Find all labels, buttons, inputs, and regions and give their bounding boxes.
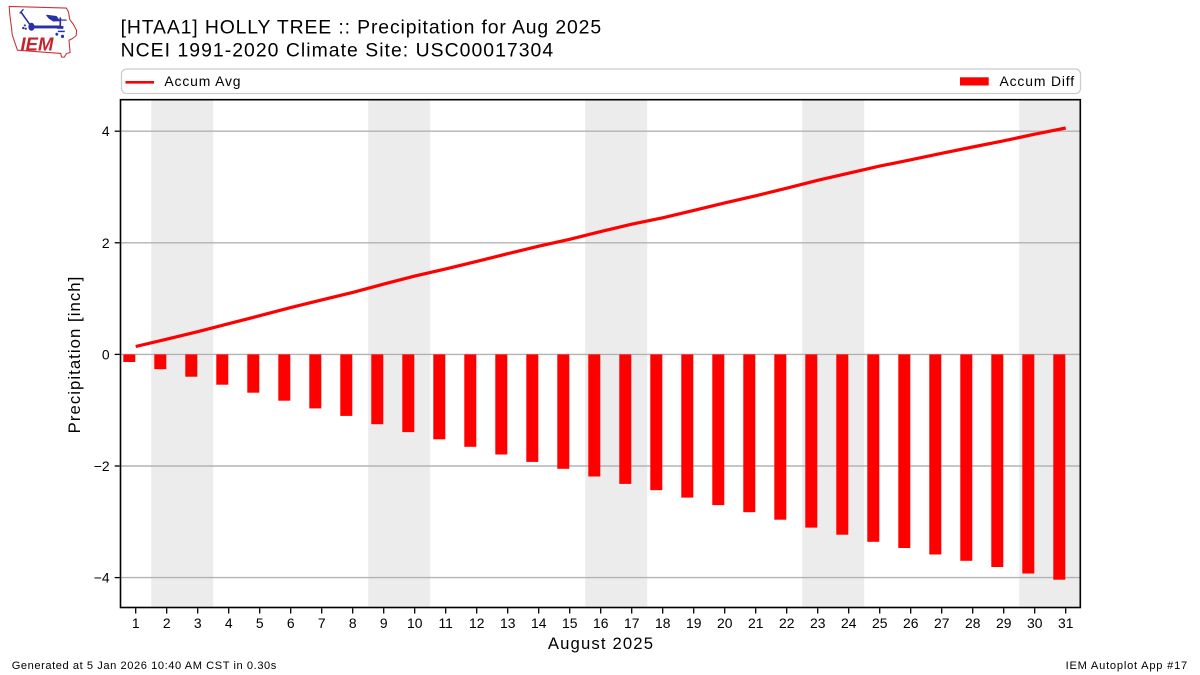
svg-text:5: 5 [256,615,264,631]
svg-text:4: 4 [102,123,110,139]
svg-text:7: 7 [318,615,326,631]
svg-text:27: 27 [934,615,950,631]
svg-text:NCEI 1991-2020 Climate Site: U: NCEI 1991-2020 Climate Site: USC00017304 [121,40,555,62]
svg-text:18: 18 [655,615,671,631]
svg-text:0: 0 [102,346,110,362]
svg-text:6: 6 [287,615,295,631]
svg-text:9: 9 [380,615,388,631]
svg-text:11: 11 [438,615,453,631]
svg-text:25: 25 [872,615,888,631]
svg-text:2: 2 [102,235,110,251]
svg-text:20: 20 [717,615,733,631]
svg-text:17: 17 [624,615,640,631]
svg-text:31: 31 [1058,615,1074,631]
svg-text:22: 22 [779,615,795,631]
svg-text:26: 26 [903,615,919,631]
svg-text:−2: −2 [94,458,110,474]
svg-text:1: 1 [132,615,140,631]
svg-text:Generated at 5 Jan 2026 10:40: Generated at 5 Jan 2026 10:40 AM CST in … [12,660,277,672]
svg-text:−4: −4 [94,570,110,586]
svg-text:August 2025: August 2025 [548,634,654,653]
svg-text:29: 29 [996,615,1012,631]
svg-text:Accum Avg: Accum Avg [164,73,241,89]
svg-text:14: 14 [531,615,547,631]
svg-text:24: 24 [841,615,857,631]
svg-text:16: 16 [593,615,609,631]
svg-text:8: 8 [349,615,357,631]
svg-text:4: 4 [225,615,233,631]
svg-text:15: 15 [562,615,578,631]
svg-text:10: 10 [407,615,423,631]
svg-text:IEM: IEM [21,33,54,54]
svg-text:3: 3 [194,615,202,631]
svg-text:19: 19 [686,615,702,631]
svg-text:28: 28 [965,615,981,631]
svg-text:IEM Autoplot App #17: IEM Autoplot App #17 [1066,660,1188,672]
svg-text:[HTAA1] HOLLY TREE :: Precipit: [HTAA1] HOLLY TREE :: Precipitation for … [121,16,602,38]
svg-text:2: 2 [163,615,171,631]
svg-text:21: 21 [748,615,764,631]
svg-text:12: 12 [469,615,485,631]
svg-text:Precipitation [inch]: Precipitation [inch] [65,276,84,434]
svg-text:Accum Diff: Accum Diff [1000,73,1076,89]
svg-text:23: 23 [810,615,826,631]
svg-text:13: 13 [500,615,516,631]
svg-text:30: 30 [1027,615,1043,631]
